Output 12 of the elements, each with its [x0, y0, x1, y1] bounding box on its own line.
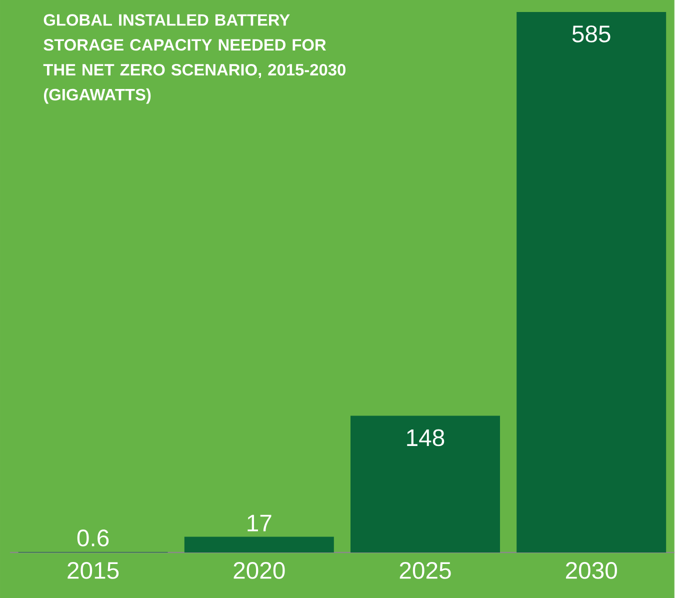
x-tick-label: 2025: [400, 562, 451, 579]
bar: [516, 12, 666, 552]
x-tick-label: 2030: [566, 562, 617, 579]
x-tick-label: 2015: [68, 562, 119, 579]
data-label: 0.6: [77, 529, 109, 546]
text: GLOBAL INSTALLED BATTERY STORAGE CAPACITY NEEDED FOR THE NET ZERO SCENARIO, 2015-2030 (GIGAWATTS): [43, 14, 346, 104]
bar: [184, 536, 334, 552]
bar: [350, 416, 500, 552]
data-label: 148: [407, 429, 444, 446]
x-tick-label: 2020: [234, 562, 285, 579]
data-label: 585: [572, 25, 610, 42]
data-label: 17: [248, 514, 272, 532]
